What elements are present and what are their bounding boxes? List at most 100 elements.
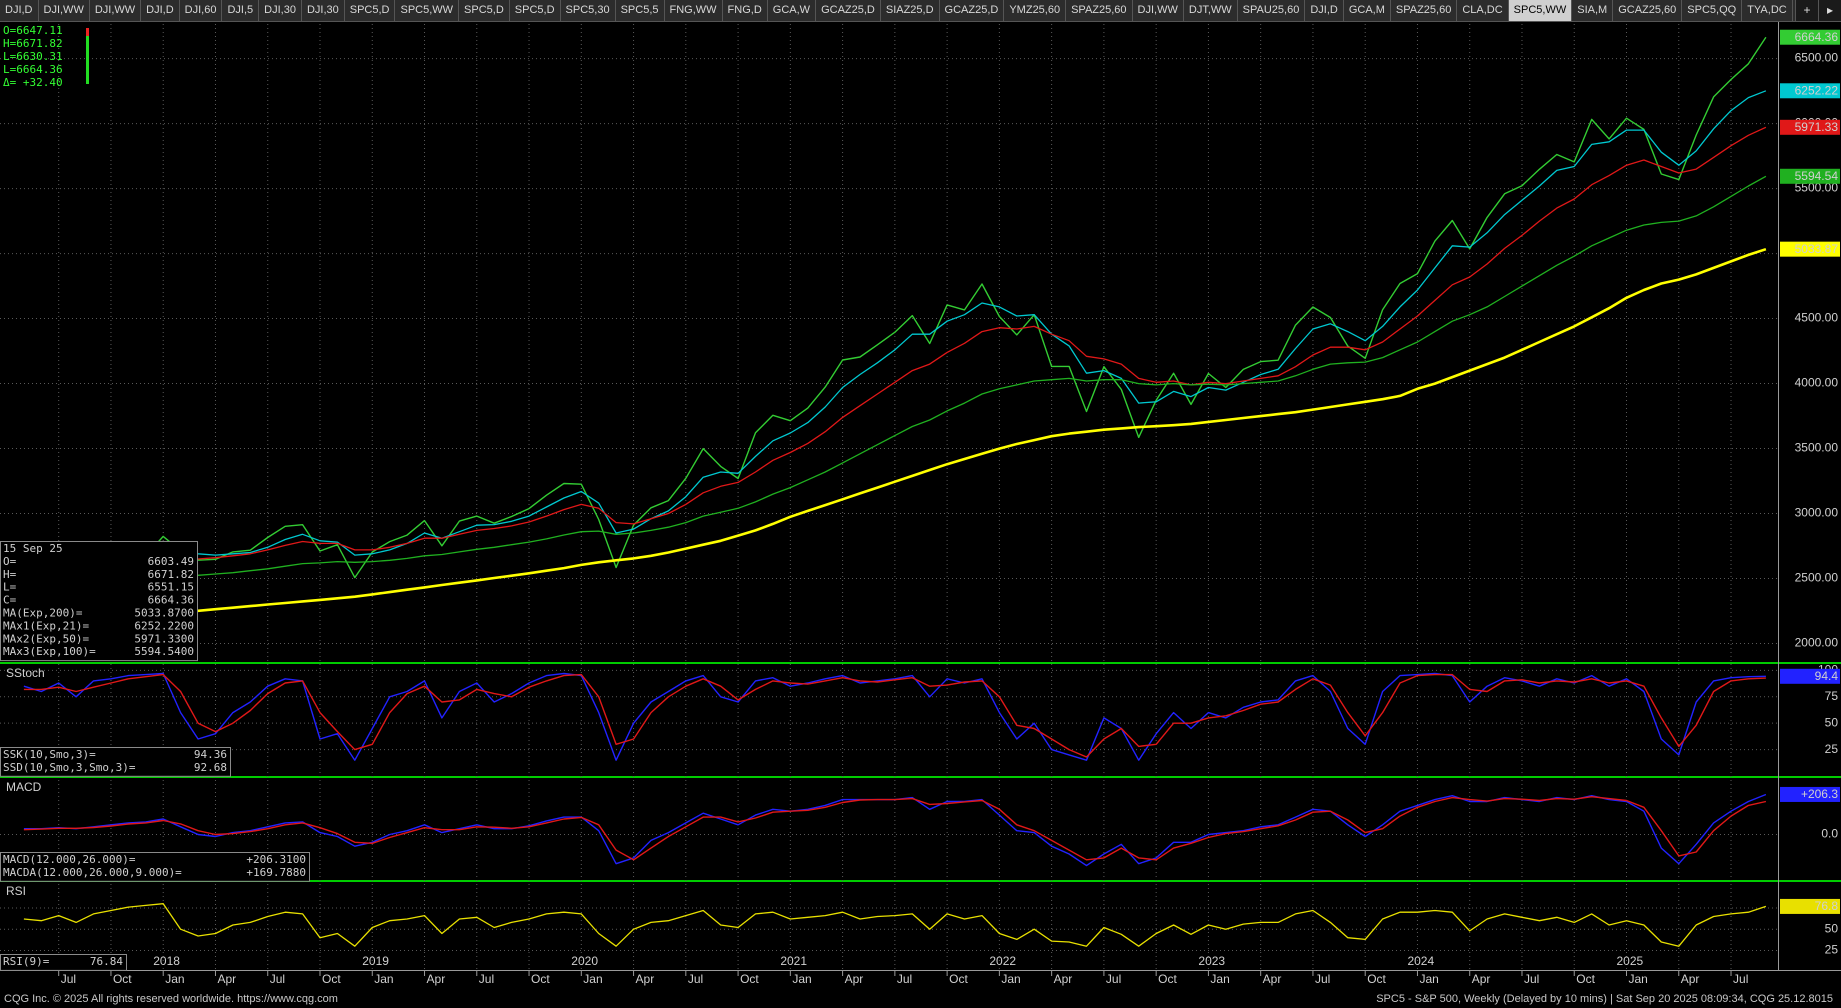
quote-box: O=6647.11 H=6671.82 L=6630.31 L=6664.36 Δ= +…: [3, 24, 63, 90]
tab[interactable]: DJI,D: [1305, 0, 1344, 21]
x-tick-label: Oct: [1367, 972, 1386, 986]
readout-box: [0, 954, 127, 971]
tab[interactable]: GCA,W: [767, 0, 817, 21]
value-tag: [1780, 168, 1840, 184]
year-label: 2018: [153, 954, 180, 968]
quote-line: H=6671.82: [3, 36, 63, 50]
readout-value: 6671.82: [148, 568, 194, 581]
year-label: 2020: [571, 954, 598, 968]
tab[interactable]: DJT,WW: [1183, 0, 1238, 21]
readout-box: [0, 852, 310, 882]
y-tick-label: 25: [1825, 943, 1839, 957]
series-line: [23, 796, 1767, 861]
y-tick-label: 4500.00: [1795, 311, 1839, 325]
readout-label: L=: [3, 581, 17, 594]
x-tick-label: Jul: [897, 972, 912, 986]
y-tick-label: 50: [1825, 715, 1839, 729]
x-tick-label: Oct: [949, 972, 968, 986]
x-tick-label: Jul: [479, 972, 494, 986]
y-tick-label: 75: [1825, 689, 1839, 703]
x-tick-label: Apr: [1263, 972, 1282, 986]
add-tab[interactable]: +: [1795, 0, 1818, 21]
tab[interactable]: GCAZ25,60: [1613, 0, 1683, 21]
series-line: [23, 672, 1766, 761]
value-tag: [1780, 83, 1840, 99]
x-tick-label: Oct: [113, 972, 132, 986]
tab[interactable]: FNG,WW: [664, 0, 723, 21]
value-tag-label: 94.4: [1815, 669, 1839, 683]
tab[interactable]: DJI,D: [141, 0, 180, 21]
tab[interactable]: SPAU25,60: [1237, 0, 1306, 21]
readout-label: MAx1(Exp,21)=: [3, 619, 89, 632]
x-tick-label: Jan: [165, 972, 184, 986]
tab[interactable]: DJI,WW: [1132, 0, 1184, 21]
x-tick-label: Jul: [270, 972, 285, 986]
x-tick-label: Apr: [636, 972, 655, 986]
y-tick-label: 2500.00: [1795, 571, 1839, 585]
x-tick-label: Apr: [217, 972, 236, 986]
status-bar: CQG Inc. © 2025 All rights reserved worl…: [0, 990, 1841, 1008]
value-tag: [1780, 786, 1840, 802]
readout-value: +169.7880: [246, 866, 306, 879]
value-tag-label: +206.3: [1801, 787, 1838, 801]
status-info: SPC5 - S&P 500, Weekly (Delayed by 10 mi…: [1376, 993, 1833, 1005]
x-tick-label: Jan: [1001, 972, 1020, 986]
quote-bar: [86, 28, 89, 84]
readout-label: MACD(12.000,26.000)=: [3, 853, 136, 866]
pane-title: MACD: [6, 780, 42, 794]
x-tick-label: Apr: [427, 972, 446, 986]
tab[interactable]: CLA,DC: [1457, 0, 1509, 21]
tab[interactable]: SPC5,D: [509, 0, 561, 21]
tab[interactable]: DJI,WW: [89, 0, 142, 21]
tab[interactable]: SPC5,D: [459, 0, 510, 21]
readout-value: 5033.8700: [134, 607, 194, 620]
tab[interactable]: SIAZ25,D: [880, 0, 940, 21]
tab[interactable]: GCAZ25,D: [939, 0, 1005, 21]
scroll-tabs[interactable]: ▸: [1818, 0, 1841, 21]
tab[interactable]: DJI,D: [0, 0, 39, 21]
y-tick-label: 0.0: [1821, 827, 1838, 841]
x-tick-label: Jul: [61, 972, 76, 986]
y-tick-label: 3000.00: [1795, 506, 1839, 520]
value-tag-label: 6664.36: [1795, 30, 1839, 44]
quote-line: O=6647.11: [3, 24, 63, 37]
tab[interactable]: SPC5,QQ: [1682, 0, 1743, 21]
tab-buttons: + ▸: [1795, 0, 1841, 21]
tab[interactable]: TYA,DC: [1742, 0, 1793, 21]
x-tick-label: Jan: [1629, 972, 1648, 986]
readout-box: [0, 541, 198, 662]
tab[interactable]: DJI,60: [179, 0, 223, 21]
readout-label: O=: [3, 555, 17, 568]
tab[interactable]: DJI,5: [222, 0, 260, 21]
x-tick-label: Jul: [1733, 972, 1748, 986]
x-tick-label: Jul: [1106, 972, 1121, 986]
pane-title: RSI: [6, 884, 26, 898]
tab[interactable]: DJI,30: [259, 0, 302, 21]
year-label: 2022: [989, 954, 1016, 968]
tab[interactable]: SPC5,WW: [1508, 0, 1573, 21]
tab[interactable]: SPC5,WW: [395, 0, 460, 21]
readout-label: MA(Exp,200)=: [3, 607, 83, 620]
tab[interactable]: SPC5,30: [560, 0, 616, 21]
tab[interactable]: GCA,M: [1343, 0, 1391, 21]
tab[interactable]: SPC5,5: [615, 0, 665, 21]
tab[interactable]: DJI,WW: [38, 0, 90, 21]
series-line: [23, 90, 1767, 590]
x-tick-label: Oct: [1576, 972, 1595, 986]
readout-label: H=: [3, 568, 17, 581]
copyright: CQG Inc. © 2025 All rights reserved worl…: [4, 993, 338, 1005]
tab[interactable]: YMZ25,60: [1004, 0, 1067, 21]
tab[interactable]: GCAZ25,D: [816, 0, 881, 21]
series-line: [23, 247, 1767, 631]
tab[interactable]: SPAZ25,60: [1066, 0, 1133, 21]
tab[interactable]: SIA,M: [1572, 0, 1614, 21]
readout-label: MAx2(Exp,50)=: [3, 632, 89, 645]
tab[interactable]: DJI,30: [301, 0, 345, 21]
y-tick-label: 2000.00: [1795, 636, 1839, 650]
tab[interactable]: FNG,D: [722, 0, 768, 21]
tab[interactable]: SPAZ25,60: [1390, 0, 1458, 21]
tab[interactable]: SPC5,D: [344, 0, 396, 21]
readout-value: 6664.36: [148, 594, 194, 607]
